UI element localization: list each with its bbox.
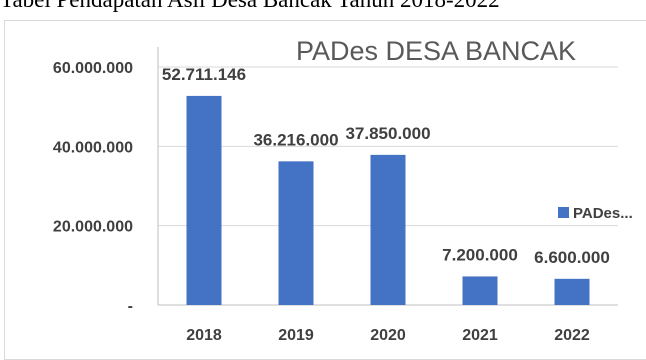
chart-title: PADes DESA BANCAK xyxy=(296,36,576,66)
x-tick-label: 2020 xyxy=(370,327,406,344)
data-label: 6.600.000 xyxy=(534,248,610,267)
bar xyxy=(554,278,590,305)
cropped-caption-text: Tabel Pendapatan Asli Desa Bancak Tahun … xyxy=(0,0,646,13)
x-tick-label: 2021 xyxy=(462,327,498,344)
bar xyxy=(278,161,314,305)
bar-chart: - 20.000.000 40.000.000 60.000.000 52.711.14… xyxy=(53,36,633,344)
data-label: 36.216.000 xyxy=(253,130,338,149)
x-tick-label: 2018 xyxy=(186,327,222,344)
y-tick-label: 40.000.000 xyxy=(53,139,133,156)
legend-label: PADes... xyxy=(573,205,633,222)
cropped-caption-strip: Tabel Pendapatan Asli Desa Bancak Tahun … xyxy=(0,0,646,22)
bar xyxy=(462,276,498,305)
y-tick-label: 60.000.000 xyxy=(53,60,133,77)
legend-swatch xyxy=(558,207,569,218)
data-label: 52.711.146 xyxy=(162,65,246,84)
y-tick-label: 20.000.000 xyxy=(53,219,133,236)
bar xyxy=(370,154,406,305)
y-tick-label: - xyxy=(128,298,133,315)
data-label: 7.200.000 xyxy=(442,245,518,264)
x-tick-label: 2019 xyxy=(278,327,314,344)
bar xyxy=(186,95,222,306)
data-label: 37.850.000 xyxy=(345,124,430,143)
x-tick-label: 2022 xyxy=(554,327,590,344)
